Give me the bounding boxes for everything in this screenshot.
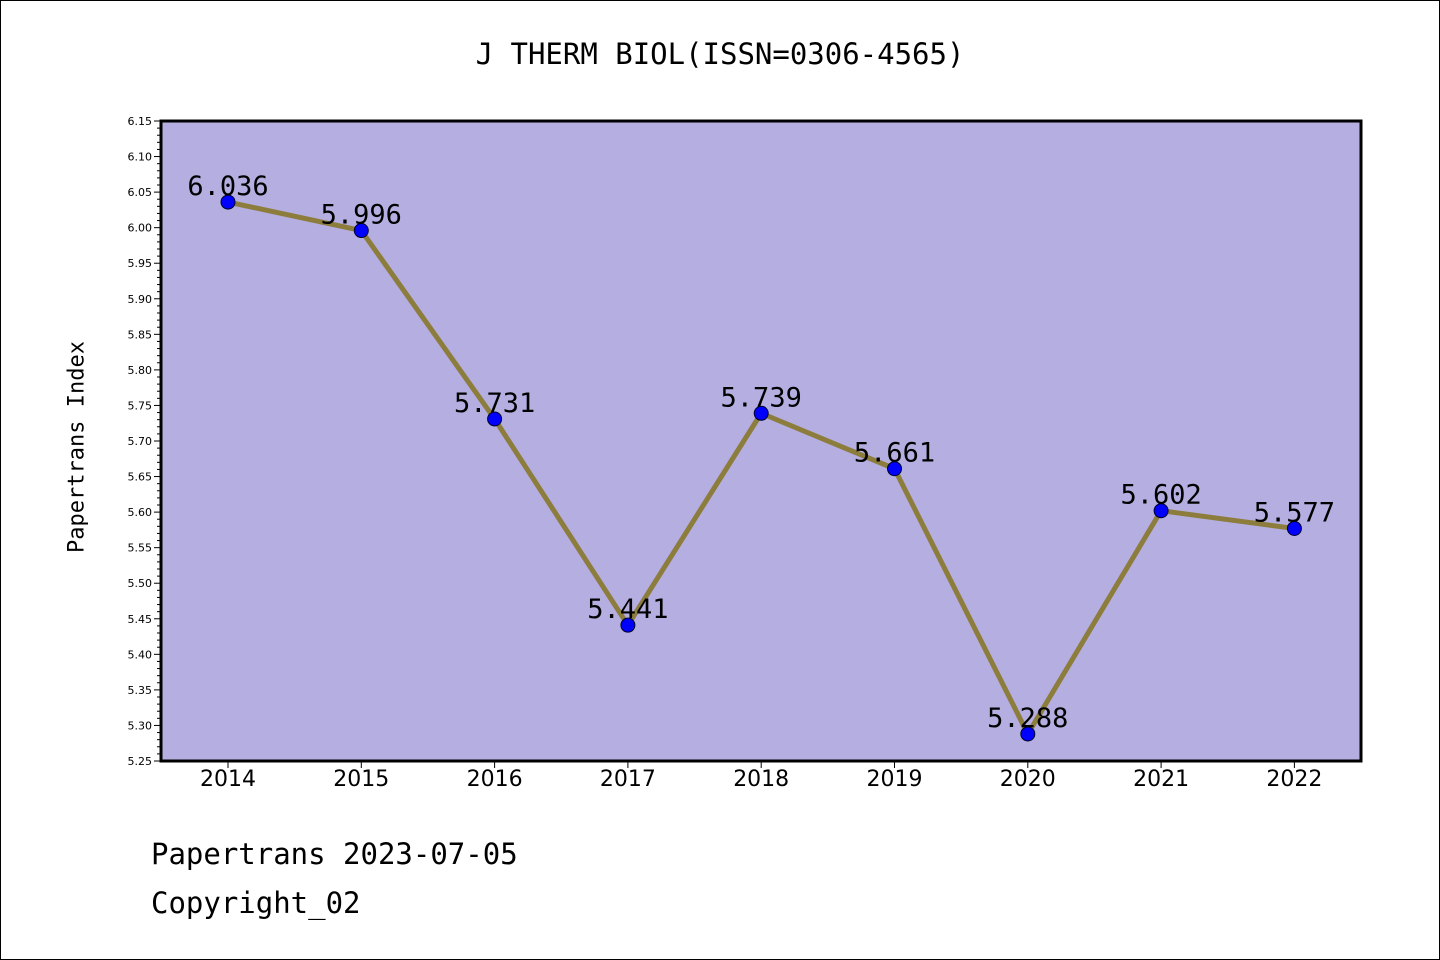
y-tick-label: 6.05 [128, 186, 153, 199]
x-tick-label: 2019 [867, 767, 923, 792]
x-tick-label: 2015 [333, 767, 389, 792]
x-tick-label: 2021 [1133, 767, 1189, 792]
x-axis: 2014 2015 2016 2017 2018 2019 2020 2021 2022 [200, 761, 1322, 792]
y-tick-label: 5.85 [128, 328, 153, 341]
y-tick-label: 5.60 [128, 506, 153, 519]
x-tick-label: 2017 [600, 767, 656, 792]
footer-copyright-line: Copyright_02 [151, 886, 361, 920]
chart-title: J THERM BIOL(ISSN=0306-4565) [475, 37, 965, 71]
y-tick-label: 6.00 [128, 222, 153, 235]
y-tick-label: 6.10 [128, 151, 153, 164]
data-label: 5.739 [721, 382, 802, 413]
y-tick-label: 5.50 [128, 577, 153, 590]
y-tick-label: 5.55 [128, 542, 153, 555]
x-tick-label: 2022 [1266, 767, 1322, 792]
y-tick-label: 5.25 [128, 755, 153, 768]
data-point-marker [353, 223, 369, 239]
y-tick-label: 5.70 [128, 435, 153, 448]
y-tick-label: 5.30 [128, 719, 153, 732]
data-label: 5.441 [587, 594, 668, 625]
y-tick-label: 5.35 [128, 684, 153, 697]
data-point-marker [220, 194, 236, 210]
y-tick-label: 5.75 [128, 399, 153, 412]
data-point-marker [887, 461, 902, 477]
y-tick-label: 5.95 [128, 257, 153, 270]
y-tick-label: 5.90 [128, 293, 153, 306]
y-tick-label: 5.65 [128, 471, 153, 484]
data-label: 5.661 [854, 438, 935, 469]
data-label: 5.731 [454, 388, 535, 419]
data-point-marker [620, 617, 636, 633]
y-tick-label: 5.45 [128, 613, 153, 626]
marker-group [220, 194, 1302, 742]
x-tick-label: 2014 [200, 767, 256, 792]
data-label: 5.288 [987, 703, 1068, 734]
plot-frame [159, 119, 1363, 763]
data-point-marker [1286, 520, 1302, 536]
data-label-group: 6.036 5.996 5.731 5.441 5.739 5.661 5.288 5.602… [187, 171, 1335, 734]
footer-date-line: Papertrans 2023-07-05 [151, 837, 518, 871]
data-point-marker [753, 405, 769, 421]
data-point-marker [487, 411, 503, 427]
y-tick-label: 5.40 [128, 648, 153, 661]
y-tick-label: 6.15 [128, 115, 153, 128]
data-point-marker [1020, 726, 1036, 742]
data-label: 5.577 [1254, 497, 1335, 528]
data-label: 6.036 [187, 171, 268, 202]
x-tick-label: 2020 [1000, 767, 1056, 792]
x-tick-label: 2018 [733, 767, 789, 792]
y-axis: 5.25 5.30 5.35 5.40 5.45 5.50 5.55 5.60 5.65 5.70… [128, 115, 161, 768]
x-tick-label: 2016 [467, 767, 523, 792]
data-label: 5.996 [321, 200, 402, 231]
data-point-marker [1153, 503, 1169, 519]
y-tick-label: 5.80 [128, 364, 153, 377]
data-label: 5.602 [1120, 480, 1201, 511]
